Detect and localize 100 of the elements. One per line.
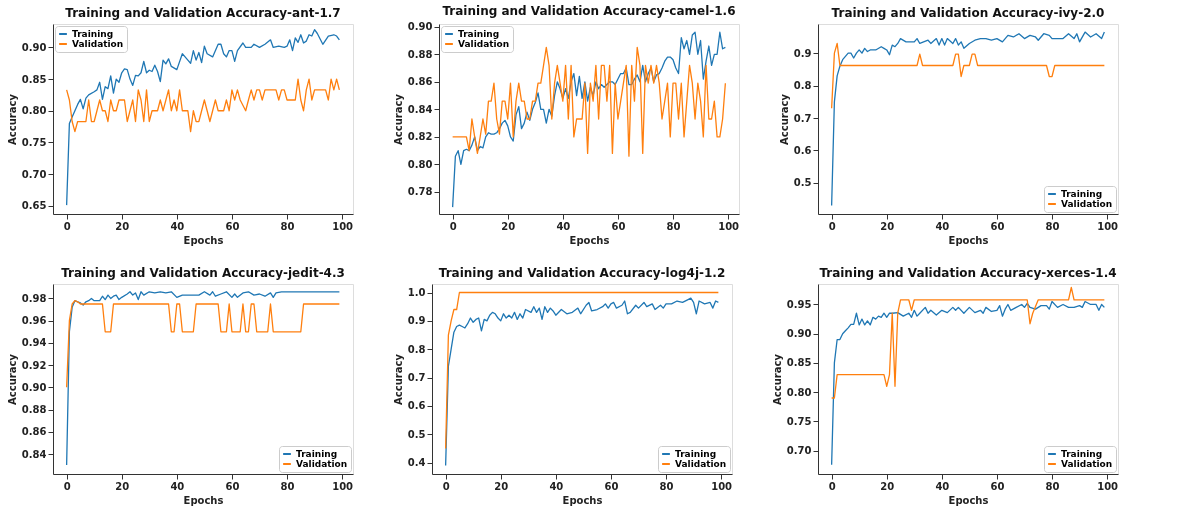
x-tick-label: 20: [115, 480, 130, 492]
line-series: [65, 29, 341, 206]
x-tick-label: 0: [442, 480, 450, 492]
legend-label: Training: [1061, 189, 1103, 199]
x-tick-label: 100: [332, 220, 354, 232]
y-tick-label: 0.7: [793, 112, 812, 124]
y-tick-label: 0.84: [21, 448, 47, 460]
y-tick-label: 0.88: [21, 404, 47, 416]
legend-label: Validation: [675, 459, 727, 469]
x-tick-label: 60: [990, 220, 1005, 232]
x-tick-label: 20: [880, 220, 895, 232]
y-tick-label: 0.95: [786, 298, 812, 310]
line-series: [451, 31, 727, 208]
chart-title: Training and Validation Accuracy-ant-1.7: [65, 6, 341, 20]
y-tick-label: 0.96: [21, 315, 47, 327]
x-tick-label: 20: [115, 220, 130, 232]
y-tick-label: 0.6: [407, 400, 426, 412]
y-tick-label: 0.86: [407, 76, 433, 88]
chart-title: Training and Validation Accuracy-jedit-4.3: [61, 266, 345, 280]
y-axis-title: Accuracy: [6, 93, 18, 145]
chart-title: Training and Validation Accuracy-log4j-1.2: [438, 266, 726, 280]
chart-title: Training and Validation Accuracy-camel-1.6: [442, 3, 736, 18]
x-tick-label: 80: [666, 220, 681, 232]
x-tick-label: 60: [990, 480, 1005, 492]
y-axis-title: Accuracy: [392, 93, 404, 145]
x-axis-title: Epochs: [948, 494, 989, 506]
y-tick-label: 0.75: [21, 136, 47, 148]
x-tick-label: 20: [494, 480, 509, 492]
x-axis-title: Epochs: [183, 494, 224, 506]
y-tick-label: 0.78: [407, 186, 433, 198]
x-tick-label: 80: [280, 220, 295, 232]
legend-label: Training: [296, 449, 338, 459]
y-tick-label: 0.5: [407, 428, 426, 440]
x-tick-label: 0: [63, 480, 71, 492]
x-tick-label: 0: [449, 220, 457, 232]
line-series: [65, 78, 341, 133]
y-tick-label: 0.75: [786, 415, 812, 427]
y-tick-label: 0.8: [793, 80, 812, 92]
y-tick-label: 0.92: [21, 359, 47, 371]
x-tick-label: 40: [556, 220, 571, 232]
y-tick-label: 0.80: [786, 386, 812, 398]
x-tick-label: 60: [611, 220, 626, 232]
x-tick-label: 80: [1045, 220, 1060, 232]
x-tick-label: 0: [63, 220, 71, 232]
x-tick-label: 100: [718, 220, 740, 232]
y-tick-label: 0.90: [21, 381, 47, 393]
y-tick-label: 0.94: [21, 337, 47, 349]
x-tick-label: 60: [225, 220, 240, 232]
line-series: [830, 42, 1106, 109]
y-axis-title: Accuracy: [392, 353, 404, 405]
x-tick-label: 80: [280, 480, 295, 492]
x-tick-label: 0: [828, 220, 836, 232]
chart-title: Training and Validation Accuracy-xerces-1.4: [819, 266, 1117, 280]
x-axis-title: Epochs: [569, 234, 610, 246]
x-tick-label: 60: [225, 480, 240, 492]
y-tick-label: 0.98: [21, 292, 47, 304]
legend-label: Training: [675, 449, 717, 459]
y-tick-label: 0.82: [407, 131, 433, 143]
y-tick-label: 0.90: [786, 328, 812, 340]
x-axis-title: Epochs: [183, 234, 224, 246]
y-axis-title: Accuracy: [6, 353, 18, 405]
y-tick-label: 0.70: [21, 168, 47, 180]
x-tick-label: 40: [935, 220, 950, 232]
y-tick-label: 0.70: [786, 445, 812, 457]
y-tick-label: 0.4: [407, 457, 426, 469]
x-axis-title: Epochs: [948, 234, 989, 246]
y-tick-label: 0.9: [793, 47, 812, 59]
x-tick-label: 100: [332, 480, 354, 492]
x-tick-label: 100: [711, 480, 733, 492]
legend-label: Training: [72, 29, 114, 39]
chart-title: Training and Validation Accuracy-ivy-2.0: [831, 6, 1105, 20]
line-series: [451, 46, 727, 157]
x-tick-label: 20: [880, 480, 895, 492]
x-tick-label: 0: [828, 480, 836, 492]
legend-label: Training: [1061, 449, 1103, 459]
y-tick-label: 0.80: [21, 105, 47, 117]
y-axis-title: Accuracy: [778, 93, 790, 145]
y-tick-label: 0.85: [786, 357, 812, 369]
x-tick-label: 40: [935, 480, 950, 492]
legend-label: Validation: [458, 39, 510, 49]
y-axis-title: Accuracy: [771, 353, 783, 405]
y-tick-label: 0.84: [407, 103, 433, 115]
x-tick-label: 60: [604, 480, 619, 492]
y-tick-label: 0.88: [407, 48, 433, 60]
y-tick-label: 0.86: [21, 426, 47, 438]
y-tick-label: 0.90: [407, 21, 433, 33]
y-tick-label: 0.9: [407, 315, 426, 327]
legend-label: Validation: [1061, 459, 1113, 469]
x-tick-label: 100: [1097, 480, 1119, 492]
y-tick-label: 0.65: [21, 200, 47, 212]
y-tick-label: 0.5: [793, 177, 812, 189]
legend-label: Training: [458, 29, 500, 39]
x-tick-label: 40: [170, 220, 185, 232]
y-tick-label: 1.0: [407, 287, 426, 299]
x-tick-label: 80: [659, 480, 674, 492]
line-series: [65, 300, 341, 388]
x-tick-label: 20: [501, 220, 516, 232]
x-tick-label: 40: [170, 480, 185, 492]
x-axis-title: Epochs: [562, 494, 603, 506]
legend-label: Validation: [72, 39, 124, 49]
